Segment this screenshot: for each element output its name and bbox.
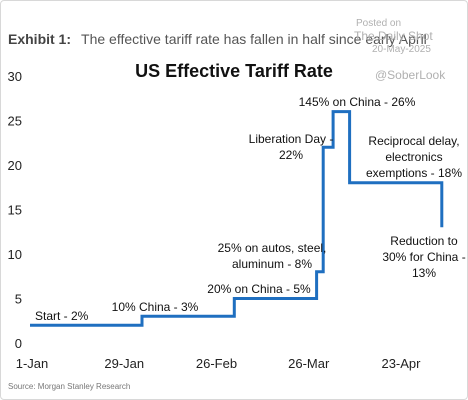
- y-tick-label: 30: [8, 69, 22, 84]
- series-line: [30, 110, 444, 327]
- x-tick-label: 26-Mar: [288, 356, 330, 371]
- exhibit-text: The effective tariff rate has fallen in …: [81, 31, 427, 47]
- annotation-label: Reduction to 30% for China - 13%: [382, 234, 465, 280]
- y-tick-label: 0: [15, 336, 22, 351]
- x-tick-label: 1-Jan: [16, 356, 49, 371]
- x-axis: 1-Jan 29-Jan 26-Feb 26-Mar 23-Apr: [16, 356, 421, 371]
- annotation-line: 20% on China - 5%: [207, 282, 311, 296]
- x-tick-label: 23-Apr: [381, 356, 421, 371]
- chart-title: US Effective Tariff Rate: [135, 61, 333, 81]
- watermark-handle: @SoberLook: [375, 68, 446, 82]
- annotation-label: Reciprocal delay, electronics exemptions -…: [366, 134, 462, 180]
- annotation-line: 22%: [279, 148, 303, 162]
- watermark-outlet: The Daily Shot: [354, 29, 433, 43]
- annotation-line: Reduction to: [390, 234, 458, 248]
- annotation-label: 20% on China - 5%: [207, 282, 311, 296]
- annotation-label: Start - 2%: [35, 309, 89, 323]
- source-note: Source: Morgan Stanley Research: [8, 382, 131, 391]
- exhibit-header: Exhibit 1: The effective tariff rate has …: [8, 31, 427, 47]
- annotation-label: 10% China - 3%: [112, 300, 199, 314]
- annotation-line: Reciprocal delay,: [368, 134, 459, 148]
- annotation-line: 10% China - 3%: [112, 300, 199, 314]
- watermark-posted-on: Posted on: [356, 18, 402, 29]
- x-tick-label: 29-Jan: [104, 356, 144, 371]
- y-tick-label: 5: [15, 292, 22, 307]
- annotation-line: 145% on China - 26%: [299, 95, 416, 109]
- annotation-line: Start - 2%: [35, 309, 89, 323]
- annotation-line: Liberation Day -: [249, 132, 334, 146]
- y-axis: 0 5 10 15 20 25 30: [8, 69, 22, 351]
- annotation-line: 25% on autos, steel,: [218, 241, 327, 255]
- annotation-line: electronics: [385, 150, 442, 164]
- annotation-line: aluminum - 8%: [232, 257, 312, 271]
- annotation-label: 25% on autos, steel, aluminum - 8%: [218, 241, 327, 271]
- annotation-line: 30% for China -: [382, 250, 465, 264]
- annotation-label: Liberation Day - 22%: [249, 132, 334, 162]
- y-tick-label: 15: [8, 203, 22, 218]
- x-tick-label: 26-Feb: [196, 356, 237, 371]
- annotation-line: 13%: [412, 266, 436, 280]
- y-tick-label: 25: [8, 114, 22, 129]
- series-layer: [30, 110, 444, 327]
- exhibit-label: Exhibit 1:: [8, 31, 72, 47]
- y-tick-label: 20: [8, 158, 22, 173]
- y-tick-label: 10: [8, 247, 22, 262]
- annotation-label: 145% on China - 26%: [299, 95, 416, 109]
- annotation-layer: Start - 2% 10% China - 3% 20% on China - 5…: [35, 95, 466, 323]
- annotation-line: exemptions - 18%: [366, 166, 462, 180]
- watermark-date: 20-May-2025: [372, 44, 431, 55]
